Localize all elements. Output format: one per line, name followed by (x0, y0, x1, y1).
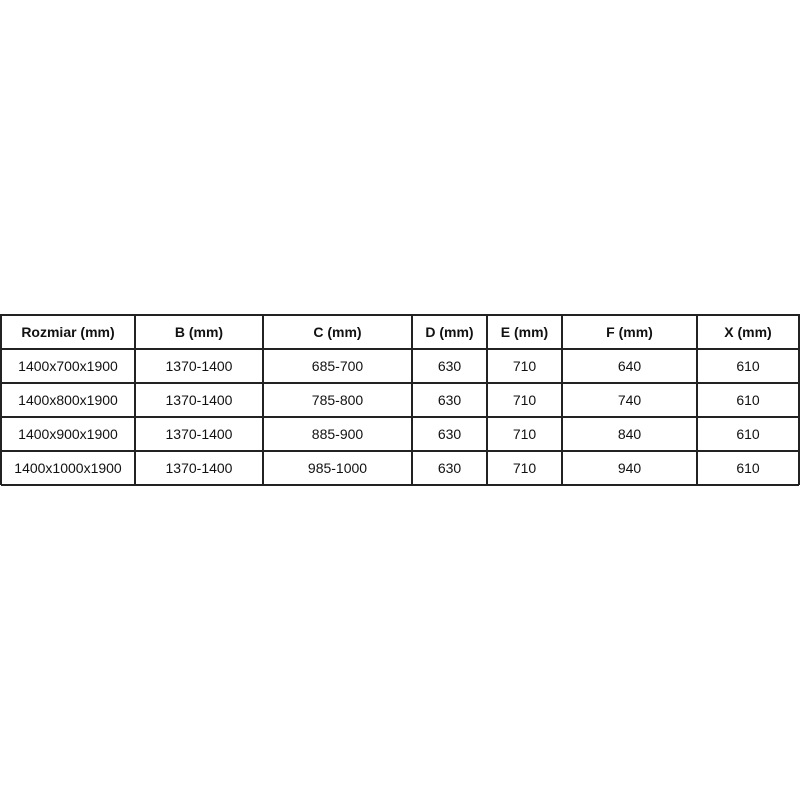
column-header: Rozmiar (mm) (21, 324, 115, 340)
column-divider (411, 314, 413, 485)
column-divider (486, 314, 488, 485)
column-divider (561, 314, 563, 485)
table-cell: 885-900 (311, 426, 364, 442)
column-header: C (mm) (313, 324, 362, 340)
row-divider (1, 484, 799, 486)
column-divider (0, 314, 2, 485)
column-header: X (mm) (724, 324, 772, 340)
table-cell: 1370-1400 (165, 392, 233, 408)
table-cell: 710 (512, 392, 537, 408)
table-cell: 1400x900x1900 (18, 426, 118, 442)
table-cell: 710 (512, 460, 537, 476)
column-header: E (mm) (500, 324, 549, 340)
table-cell: 610 (736, 426, 760, 442)
table-cell: 1400x800x1900 (18, 392, 118, 408)
column-header: D (mm) (425, 324, 474, 340)
column-divider (262, 314, 264, 485)
table-cell: 785-800 (311, 392, 364, 408)
table-cell: 630 (437, 426, 462, 442)
row-divider (1, 348, 799, 350)
table-cell: 740 (617, 392, 642, 408)
column-divider (696, 314, 698, 485)
table-cell: 630 (437, 358, 462, 374)
table-cell: 1400x1000x1900 (14, 460, 122, 476)
table-cell: 640 (617, 358, 642, 374)
table-cell: 1400x700x1900 (18, 358, 118, 374)
row-divider (1, 382, 799, 384)
table-cell: 985-1000 (307, 460, 368, 476)
dimensions-table: Rozmiar (mm) B (mm) C (mm) D (mm) E (mm) F (m… (0, 314, 800, 486)
table-cell: 630 (437, 460, 462, 476)
table-cell: 940 (617, 460, 642, 476)
column-header: F (mm) (606, 324, 653, 340)
table-cell: 610 (736, 460, 760, 476)
row-divider (1, 416, 799, 418)
table-cell: 610 (736, 358, 760, 374)
table-cell: 630 (437, 392, 462, 408)
row-divider (1, 450, 799, 452)
table-cell: 685-700 (311, 358, 364, 374)
table-cell: 1370-1400 (165, 426, 233, 442)
table-cell: 840 (617, 426, 642, 442)
table-cell: 1370-1400 (165, 358, 233, 374)
table-cell: 1370-1400 (165, 460, 233, 476)
column-divider (798, 314, 800, 485)
row-divider (1, 314, 799, 316)
column-divider (134, 314, 136, 485)
table-cell: 610 (736, 392, 760, 408)
column-header: B (mm) (174, 324, 224, 340)
table-cell: 710 (512, 358, 537, 374)
table-cell: 710 (512, 426, 537, 442)
